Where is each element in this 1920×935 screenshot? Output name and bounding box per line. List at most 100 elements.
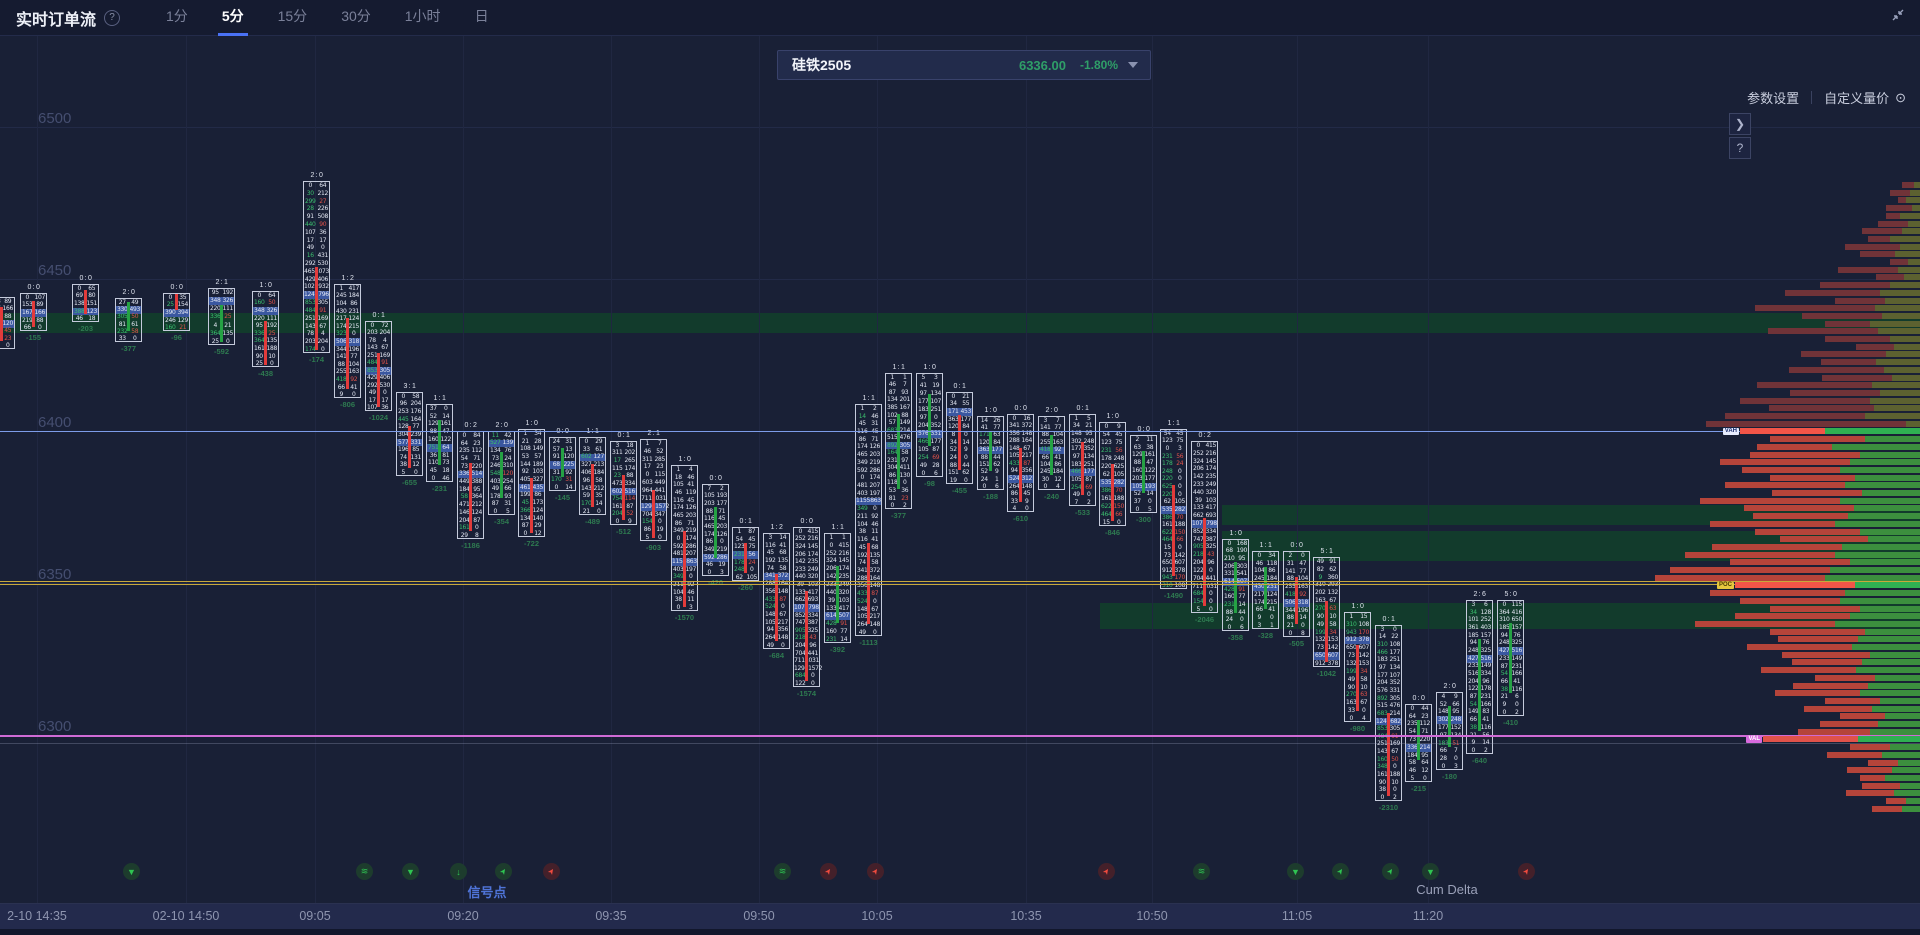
collapse-icon[interactable] — [1890, 7, 1906, 28]
bid-volume: 164 — [886, 449, 898, 457]
ask-volume: 88 — [36, 316, 44, 324]
bid-volume: 622 — [1100, 503, 1112, 510]
ask-volume: 148 — [1021, 429, 1033, 437]
candle-row: 141 77 — [1284, 568, 1309, 576]
tab-1小时[interactable]: 1小时 — [404, 8, 441, 24]
candle-row: 183 251 — [917, 406, 942, 414]
ask-volume: 58 — [1360, 675, 1368, 683]
ask-volume: 0 — [719, 538, 724, 546]
candle-row: 49 66 — [489, 485, 514, 493]
candle-delta: -180 — [1441, 772, 1457, 781]
candle-row: 105 193 — [703, 493, 728, 501]
volume-profile-row — [1685, 551, 1920, 558]
bid-volume: 15 — [1102, 519, 1110, 526]
tab-5分[interactable]: 5分 — [217, 0, 248, 36]
ask-volume: 45 — [1176, 429, 1184, 437]
bid-volume: 1155 — [856, 497, 871, 505]
candle-row: 206 174 — [1192, 465, 1217, 473]
ask-volume: 196 — [348, 345, 360, 353]
bid-volume: 28 — [306, 205, 314, 213]
ask-volume: 197 — [685, 565, 697, 573]
ask-volume: 45 — [1115, 431, 1123, 438]
visibility-icon[interactable]: ⊙ — [1895, 89, 1906, 105]
bid-volume: 49 — [858, 628, 866, 636]
candle-row: 943 170 — [1161, 575, 1186, 583]
candle-row: 41 77 — [978, 424, 1003, 431]
bid-volume: 66 — [23, 324, 31, 332]
tab-1分[interactable]: 1分 — [166, 8, 188, 24]
ask-volume: 192 — [266, 322, 278, 330]
candle-row: 254 69 — [1070, 484, 1095, 492]
bid-volume: 39 — [827, 596, 835, 604]
candle-row: 433 87 — [764, 596, 789, 604]
panel-help-button[interactable]: ? — [1729, 137, 1751, 159]
candle-row: 116 41 — [764, 542, 789, 550]
candle-row: 403 197 — [672, 566, 697, 574]
candle-row: 1 417 — [335, 285, 360, 293]
bid-volume: 21 — [1500, 693, 1508, 701]
ask-volume: 176 — [410, 408, 422, 416]
h-gridline — [0, 583, 1920, 584]
bid-volume: 433 — [764, 595, 776, 603]
signal-points-legend[interactable]: 信号点 — [467, 885, 507, 900]
candle-row: 217 124 — [335, 315, 360, 323]
parameter-settings-button[interactable]: 参数设置 — [1747, 91, 1800, 106]
ask-volume: 251 — [1083, 460, 1095, 468]
bid-volume: 3 — [1043, 416, 1048, 424]
volume-profile-row — [1706, 420, 1920, 427]
candle-row: 86 19 — [641, 526, 666, 534]
candle-row: 264 148 — [856, 621, 881, 629]
candle-row: 0 29 — [580, 438, 605, 446]
candle-row: 344 196 — [335, 346, 360, 354]
ask-volume: 0 — [225, 337, 230, 345]
bid-volume: 427 — [1498, 647, 1510, 655]
ask-volume: 89 — [4, 297, 12, 305]
candle-row: 440 320 — [825, 589, 850, 597]
bid-volume: 33 — [1347, 707, 1355, 715]
ask-volume: 441 — [807, 649, 819, 657]
ask-volume: 493 — [129, 305, 141, 313]
panel-expand-button[interactable]: ❯ — [1729, 113, 1751, 135]
candle-row: 96 204 — [397, 401, 422, 409]
volume-profile-row — [1695, 620, 1920, 627]
instrument-selector[interactable]: 硅铁2505 6336.00 -1.80% — [777, 50, 1151, 80]
ask-volume: 7 — [902, 381, 907, 389]
help-icon[interactable]: ? — [104, 9, 121, 26]
candle-row: 132 153 — [1314, 636, 1339, 644]
ask-volume: 372 — [1021, 422, 1033, 430]
bid-volume: 348 — [209, 297, 221, 305]
candle-header: 2 : 0 — [310, 172, 323, 179]
tab-30分[interactable]: 30分 — [341, 8, 371, 24]
ask-volume: 9 — [1453, 692, 1458, 700]
bid-volume: 0 — [401, 392, 406, 400]
bid-volume: 892 — [1376, 694, 1388, 702]
candle-row: 174 0 — [304, 346, 329, 354]
bid-volume: 253 — [397, 408, 409, 416]
ask-volume: 124 — [348, 315, 360, 323]
ask-volume: 530 — [317, 260, 329, 268]
bid-volume: 161 — [1376, 770, 1388, 778]
custom-volume-price-button[interactable]: 自定义量价 — [1824, 91, 1890, 106]
bid-volume: 217 — [1253, 590, 1265, 598]
tab-15分[interactable]: 15分 — [277, 8, 308, 24]
ask-volume: 46 — [442, 475, 450, 483]
ask-volume: 67 — [1329, 597, 1337, 605]
candle-row: 218 43 — [1192, 551, 1217, 559]
candle-body-dn — [315, 267, 318, 350]
ask-volume: 42 — [504, 431, 512, 439]
candle-body-dn — [958, 415, 961, 471]
bid-volume: 88 — [949, 461, 957, 469]
candle-row: 46 18 — [73, 315, 98, 323]
buy-volume-bar — [1862, 659, 1920, 666]
candle-header: 1 : 0 — [1351, 603, 1364, 610]
bid-volume: 418 — [335, 375, 347, 383]
bid-volume: 0 — [615, 518, 620, 526]
bid-volume: 66 — [337, 383, 345, 391]
cum-delta-legend[interactable]: Cum Delta — [1416, 882, 1478, 897]
tab-日[interactable]: 日 — [474, 8, 489, 24]
ask-volume: 406 — [317, 275, 329, 283]
candle-row: 54 166 — [1498, 670, 1523, 678]
